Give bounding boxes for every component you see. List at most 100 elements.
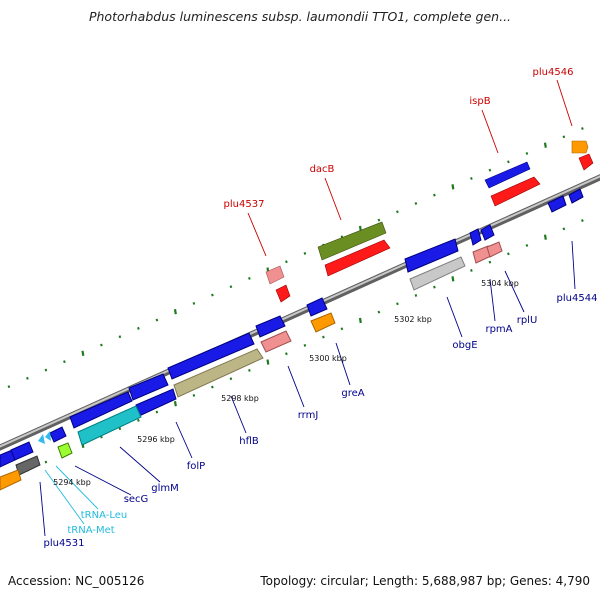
gene-label-plu4537[interactable]: plu4537 [224,199,265,210]
gene-label-plu4546[interactable]: plu4546 [533,67,574,78]
cds-ispB[interactable] [490,176,541,207]
cds-obgE[interactable] [409,256,466,291]
gene-label-rpma[interactable]: rpmA [485,324,512,335]
scale-tick [266,359,270,365]
gene-label-obge[interactable]: obgE [452,340,477,351]
cds-glmM[interactable] [77,405,142,446]
cds-plu4531-forward[interactable] [0,441,34,468]
scale-tick [581,219,584,222]
cds-dacB-forward[interactable] [317,221,387,261]
gene-label-grea[interactable]: greA [341,388,364,399]
cds-rplU[interactable] [469,224,495,246]
scale-tick [507,252,510,256]
gene-label-trna-met[interactable]: tRNA-Met [67,525,114,536]
kbp-label: 5298 kbp [221,394,259,403]
cds-plu4546-top[interactable] [571,140,589,154]
gene-label-hflb[interactable]: hflB [239,436,259,447]
leader-line [571,240,576,290]
scale-tick [211,385,214,389]
gene-label-plu4531[interactable]: plu4531 [44,538,85,549]
cds-greA-forward[interactable] [306,297,328,317]
gene-label-ispb[interactable]: ispB [469,96,490,107]
leader-line [175,421,193,459]
scale-tick [358,317,362,324]
cds-folP-forward[interactable] [128,373,169,401]
scale-tick [543,142,547,148]
gene-label-glmm[interactable]: glmM [151,483,179,494]
leader-line [74,465,132,496]
leader-line [481,109,499,154]
scale-tick [507,160,510,164]
cds-ispB-forward[interactable] [484,161,531,189]
gene-label-trna-leu[interactable]: tRNA-Leu [81,510,127,521]
leader-line [489,278,496,322]
scale-tick [118,427,122,431]
scale-tick [470,269,473,272]
trna-leu-feature[interactable] [57,442,73,459]
scale-tick [488,168,492,172]
scale-tick [211,293,214,297]
gene-label-dacb[interactable]: dacB [310,164,335,175]
leader-line [504,270,525,313]
leader-line [119,446,161,483]
scale-tick [525,244,529,247]
gene-label-rplu[interactable]: rplU [517,315,538,326]
cds-rpmA[interactable] [472,241,503,264]
scale-tick [192,301,196,305]
gene-label-rrmj[interactable]: rrmJ [298,410,319,421]
scale-tick [248,276,251,280]
cds-plu4537[interactable] [275,284,291,303]
leader-line [55,465,99,510]
leader-line [556,79,573,127]
leader-line [230,395,247,434]
scale-tick [414,202,418,205]
cds-hflB-forward[interactable] [167,332,255,380]
scale-tick [303,343,307,347]
cds-plu4531-orange[interactable] [0,469,22,491]
scale-tick [155,318,159,322]
cds-dacB[interactable] [324,239,391,277]
cds-plu4544[interactable] [547,188,584,213]
scale-tick [7,385,11,389]
cds-plu4537-top[interactable] [265,265,285,285]
cds-greA[interactable] [310,312,336,333]
scale-tick [303,251,307,255]
gene-label-folp[interactable]: folP [187,461,205,472]
scale-tick [543,234,547,240]
cds-plu4546[interactable] [578,153,594,171]
scale-tick [229,285,233,289]
cds-hflB[interactable] [173,348,264,398]
leader-line [287,365,305,408]
scale-tick [451,184,455,190]
scale-tick [137,418,140,422]
scale-tick [44,368,48,372]
scale-tick [525,152,529,155]
gene-label-secg[interactable]: secG [124,494,149,505]
scale-tick [433,285,436,289]
kbp-ticks: 5294 kbp 5296 kbp 5298 kbp 5300 kbp 5302 kbp… [53,279,519,487]
scale-tick [248,368,251,372]
cds-plu4531[interactable] [15,455,41,476]
scale-tick [81,350,85,357]
cds-secG[interactable] [49,426,67,443]
scale-tick [377,218,381,222]
cds-rrmJ-forward[interactable] [255,315,286,338]
scale-tick [451,276,455,282]
topology-summary: Topology: circular; Length: 5,688,987 bp… [260,574,590,588]
cds-glmM-forward[interactable] [69,391,133,429]
cds-rrmJ[interactable] [260,330,292,353]
leader-line [324,177,342,221]
trna-met-feature[interactable] [38,431,51,444]
scale-tick [340,327,344,331]
leader-line [335,342,351,386]
kbp-label: 5294 kbp [53,478,91,487]
kbp-label: 5296 kbp [137,435,175,444]
gene-label-plu4544[interactable]: plu4544 [557,293,598,304]
cds-obgE-forward[interactable] [404,238,459,273]
scale-tick [44,460,48,464]
kbp-label: 5304 kbp [481,279,519,288]
scale-tick [26,376,29,380]
scale-tick [581,127,584,130]
scale-tick [562,135,566,139]
